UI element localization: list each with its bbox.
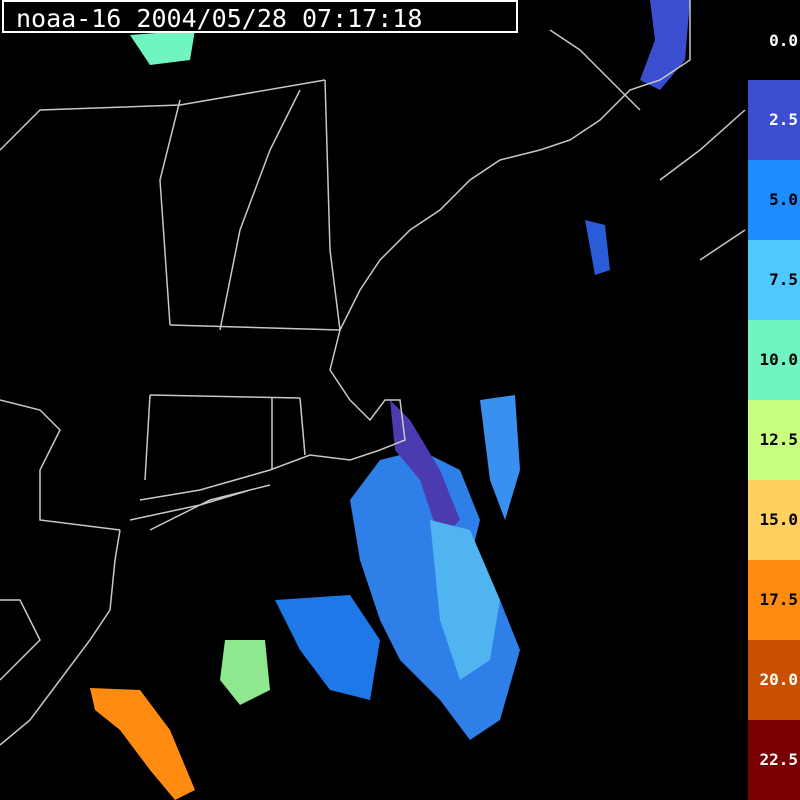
legend-band: 12.5 [748, 400, 800, 480]
coastline-long-island [129, 484, 271, 531]
coastline-maine [339, 0, 691, 331]
legend-label-zero: 0.0 [769, 31, 798, 50]
legend-band: 2.5 [748, 80, 800, 160]
border-ny-nj [0, 399, 121, 531]
coastline-mass [139, 329, 406, 501]
border-ct-ma [149, 394, 301, 399]
coastline-nj [0, 529, 121, 746]
legend-band-label: 5.0 [769, 190, 798, 209]
legend-band-label: 15.0 [759, 510, 798, 529]
legend-band: 17.5 [748, 560, 800, 640]
image-title: noaa-16 2004/05/28 07:17:18 [2, 0, 518, 33]
legend-band-label: 12.5 [759, 430, 798, 449]
sst-patch-lake [130, 30, 195, 65]
sst-data-patches [90, 0, 690, 800]
legend-band-label: 10.0 [759, 350, 798, 369]
legend-band: 7.5 [748, 240, 800, 320]
sst-patch-cape-cod [585, 220, 610, 275]
legend-band: 15.0 [748, 480, 800, 560]
sst-patch-light [430, 520, 500, 680]
legend-band: 5.0 [748, 160, 800, 240]
border-vt-nh [159, 99, 181, 326]
sst-patch-purple [390, 400, 460, 540]
coastline-newbrunswick [549, 29, 641, 111]
legend-band-label: 7.5 [769, 270, 798, 289]
border-nh-vt [219, 89, 301, 331]
border-ma-north [169, 324, 341, 331]
legend-band-label: 17.5 [759, 590, 798, 609]
border-ri-ma [299, 397, 306, 456]
legend-band-label: 22.5 [759, 750, 798, 769]
sst-patch-west [275, 595, 380, 700]
border-pa [0, 599, 41, 681]
border-ny-ct [144, 394, 151, 481]
coastlines-and-borders [0, 0, 746, 746]
coastline-nova-scotia-south [699, 229, 746, 261]
border-canada [0, 79, 326, 151]
legend-band: 10.0 [748, 320, 800, 400]
sst-patch-warm [90, 688, 195, 800]
color-scale-legend: 0.0 2.5 5.0 7.5 10.0 12.5 15.0 17.5 20.0 22.5 [748, 0, 800, 800]
legend-band-label: 20.0 [759, 670, 798, 689]
border-nh-me [324, 79, 341, 331]
legend-band: 20.0 [748, 640, 800, 720]
sst-patch-green [220, 640, 270, 705]
coastline-nova-scotia [659, 109, 746, 181]
legend-band-label: 2.5 [769, 110, 798, 129]
sst-patch-east [480, 395, 520, 520]
legend-band: 22.5 [748, 720, 800, 800]
